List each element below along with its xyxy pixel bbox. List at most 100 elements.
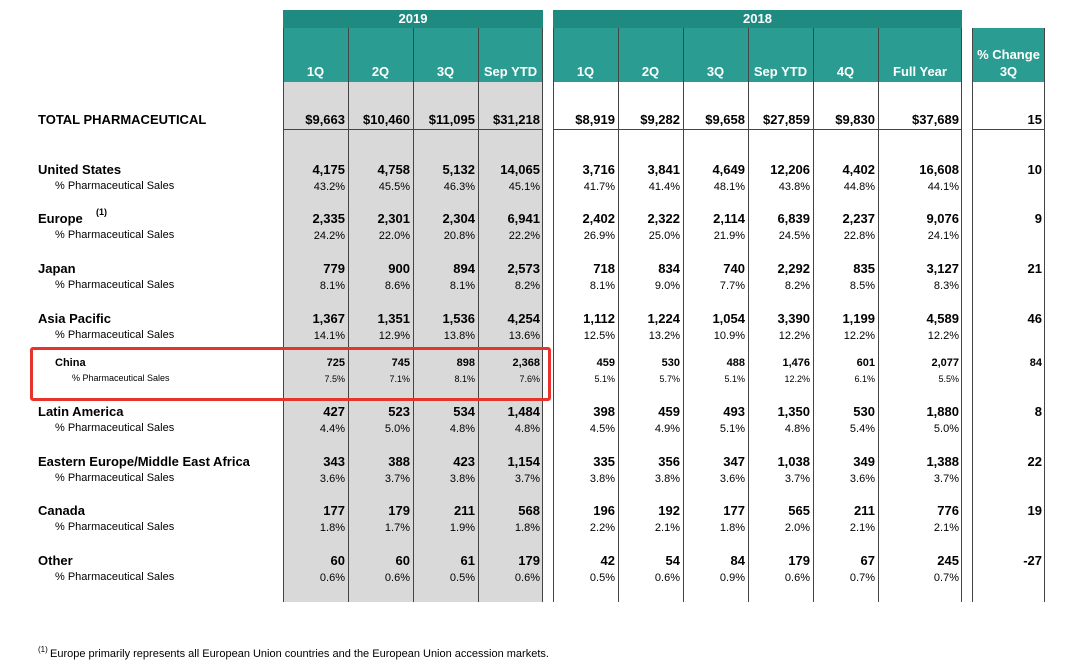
value-cell: 356 <box>658 454 680 469</box>
pct-cell: 12.2% <box>843 330 875 342</box>
value-cell: 2,301 <box>377 211 410 226</box>
value-cell: 530 <box>853 404 875 419</box>
pct-cell: 5.4% <box>849 423 875 435</box>
value-cell: 16,608 <box>919 162 959 177</box>
change-cell: 46 <box>1027 311 1042 326</box>
value-cell: 1,476 <box>782 357 810 369</box>
value-cell: 568 <box>518 503 540 518</box>
pct-cell: 0.7% <box>933 572 959 584</box>
value-cell: 740 <box>723 261 745 276</box>
change-cell: 15 <box>1027 112 1042 127</box>
pct-cell: 26.9% <box>583 230 615 242</box>
row-label: Eastern Europe/Middle East Africa <box>38 454 250 469</box>
pct-label: % Pharmaceutical Sales <box>55 422 175 434</box>
sub-2018 <box>553 28 962 82</box>
change-cell: 22 <box>1027 454 1042 469</box>
rule <box>553 129 962 130</box>
column-line <box>478 28 543 602</box>
value-cell: 493 <box>723 404 745 419</box>
value-cell: 894 <box>453 261 475 276</box>
value-cell: $9,830 <box>835 112 875 127</box>
pct-label: % Pharmaceutical Sales <box>55 521 175 533</box>
column-line <box>972 28 973 602</box>
value-cell: 211 <box>854 503 875 518</box>
value-cell: $9,658 <box>705 112 745 127</box>
value-cell: 9,076 <box>926 211 959 226</box>
value-cell: $31,218 <box>493 112 540 127</box>
value-cell: 54 <box>665 553 680 568</box>
pct-cell: 3.7% <box>384 473 410 485</box>
pct-cell: 4.8% <box>449 423 475 435</box>
value-cell: 4,758 <box>377 162 410 177</box>
pct-cell: 7.6% <box>519 374 540 384</box>
change-cell: 19 <box>1027 503 1042 518</box>
value-cell: 835 <box>853 261 875 276</box>
value-cell: 4,402 <box>842 162 875 177</box>
pct-cell: 22.8% <box>843 230 875 242</box>
pct-cell: 24.1% <box>927 230 959 242</box>
value-cell: 1,199 <box>842 311 875 326</box>
value-cell: 1,484 <box>507 404 540 419</box>
value-cell: $37,689 <box>912 112 959 127</box>
value-cell: 1,536 <box>442 311 475 326</box>
highlight-box <box>30 347 551 401</box>
pct-cell: 4.5% <box>589 423 615 435</box>
value-cell: 1,880 <box>926 404 959 419</box>
pct-cell: 8.3% <box>933 280 959 292</box>
pct-label: % Pharmaceutical Sales <box>55 571 175 583</box>
pct-cell: 3.8% <box>589 473 615 485</box>
column-header: Sep YTD <box>753 64 808 79</box>
pct-cell: 5.1% <box>594 374 615 384</box>
value-cell: 2,292 <box>777 261 810 276</box>
pct-cell: 0.6% <box>784 572 810 584</box>
value-cell: 1,224 <box>647 311 680 326</box>
pct-cell: 44.1% <box>927 181 959 193</box>
column-line <box>553 28 618 602</box>
pct-cell: 43.2% <box>313 181 345 193</box>
value-cell: 2,335 <box>312 211 345 226</box>
column-line <box>961 28 962 602</box>
value-cell: 459 <box>596 357 615 369</box>
band-2019: 2019 <box>283 10 543 28</box>
column-line <box>283 28 348 602</box>
pct-label: % Pharmaceutical Sales <box>55 472 175 484</box>
column-line <box>683 28 748 602</box>
value-cell: 1,388 <box>926 454 959 469</box>
pct-cell: 48.1% <box>713 181 745 193</box>
pct-cell: 1.7% <box>384 522 410 534</box>
value-cell: $8,919 <box>575 112 615 127</box>
row-label: TOTAL PHARMACEUTICAL <box>38 112 207 127</box>
value-cell: 2,322 <box>647 211 680 226</box>
change-cell: 8 <box>1034 404 1042 419</box>
value-cell: 2,237 <box>842 211 875 226</box>
value-cell: 398 <box>593 404 615 419</box>
value-cell: 67 <box>860 553 875 568</box>
pct-label: % Pharmaceutical Sales <box>55 180 175 192</box>
value-cell: 12,206 <box>770 162 810 177</box>
pct-cell: 20.8% <box>443 230 475 242</box>
pct-cell: 5.0% <box>384 423 410 435</box>
pct-cell: 8.1% <box>454 374 475 384</box>
pct-cell: 3.7% <box>784 473 810 485</box>
value-cell: 4,649 <box>712 162 745 177</box>
value-cell: 245 <box>937 553 959 568</box>
value-cell: 347 <box>723 454 745 469</box>
value-cell: 6,839 <box>777 211 810 226</box>
value-cell: 349 <box>853 454 875 469</box>
value-cell: 2,402 <box>582 211 615 226</box>
value-cell: 335 <box>593 454 615 469</box>
pct-cell: 2.1% <box>933 522 959 534</box>
value-cell: 745 <box>391 357 410 369</box>
footnote-text: Europe primarily represents all European… <box>50 648 549 660</box>
pct-cell: 45.1% <box>508 181 540 193</box>
pct-cell: 7.1% <box>389 374 410 384</box>
pct-cell: 13.6% <box>508 330 540 342</box>
pct-cell: 12.2% <box>927 330 959 342</box>
change-cell: -27 <box>1023 553 1042 568</box>
change-cell: 10 <box>1027 162 1042 177</box>
pct-cell: 2.1% <box>849 522 875 534</box>
pct-cell: 0.9% <box>719 572 745 584</box>
pct-cell: 5.1% <box>719 423 745 435</box>
column-line <box>413 28 478 602</box>
column-header: 4Q <box>836 64 855 79</box>
